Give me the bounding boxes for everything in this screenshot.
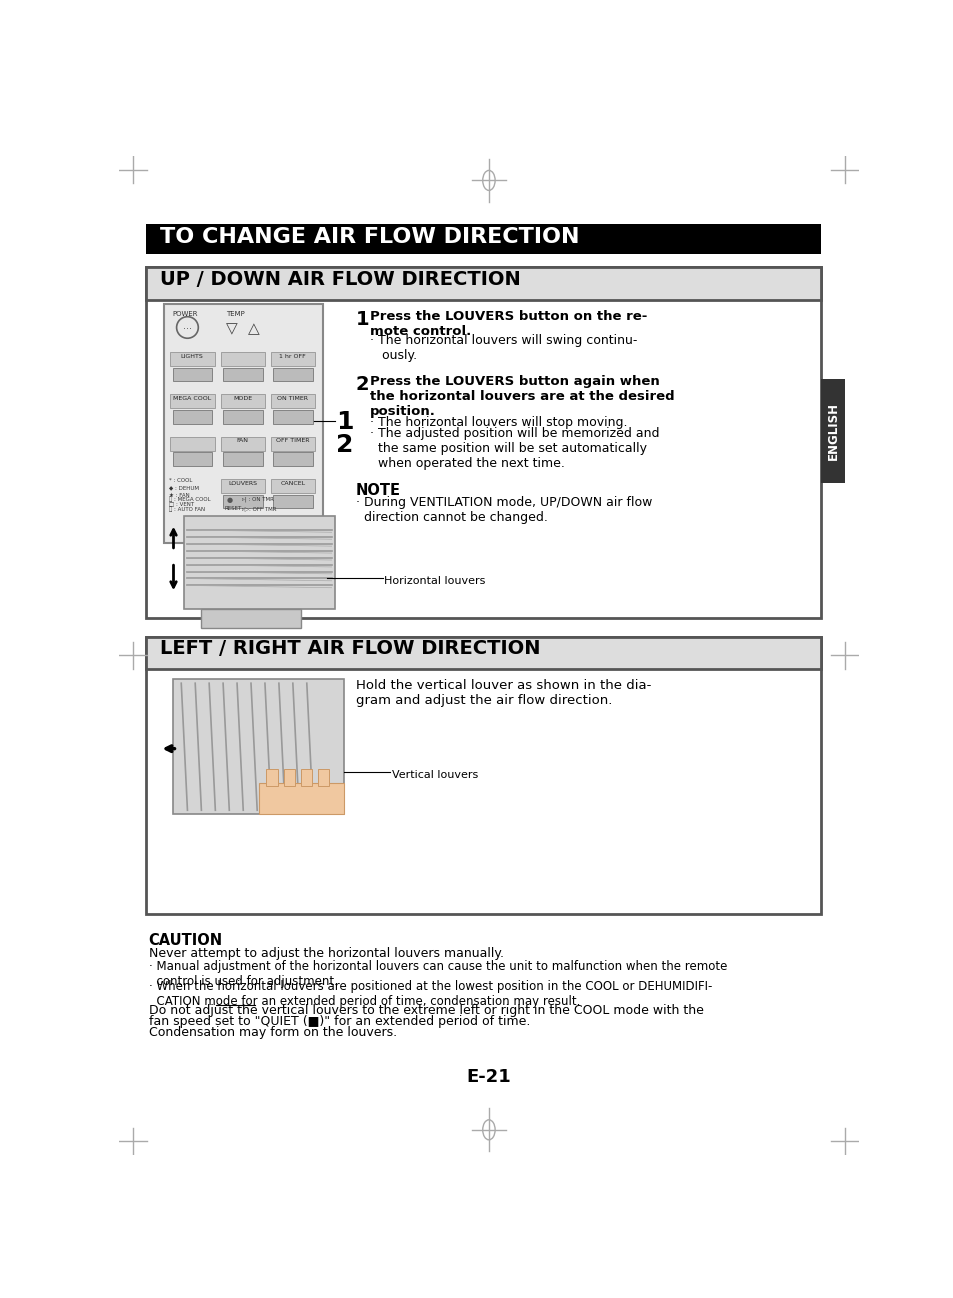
Bar	[146, 267, 820, 300]
Text: · Manual adjustment of the horizontal louvers can cause the unit to malfunction : · Manual adjustment of the horizontal lo…	[149, 959, 726, 988]
Bar	[223, 410, 262, 423]
Bar	[220, 437, 265, 450]
Bar	[223, 452, 262, 466]
Text: ●: ●	[226, 497, 233, 502]
Bar	[172, 452, 212, 466]
Text: 1: 1	[355, 310, 369, 328]
Text: ▽: ▽	[226, 322, 237, 336]
Text: Never attempt to adjust the horizontal louvers manually.: Never attempt to adjust the horizontal l…	[149, 948, 503, 961]
Text: LEFT / RIGHT AIR FLOW DIRECTION: LEFT / RIGHT AIR FLOW DIRECTION	[159, 640, 539, 658]
Text: MODE: MODE	[233, 396, 252, 401]
Text: □ : VENT: □ : VENT	[169, 501, 193, 506]
Bar	[171, 395, 214, 409]
Bar	[146, 637, 820, 914]
Text: Press the LOUVERS button again when
the horizontal louvers are at the desired
po: Press the LOUVERS button again when the …	[369, 375, 674, 418]
Text: 2: 2	[355, 375, 369, 395]
Text: CAUTION: CAUTION	[149, 933, 223, 949]
Bar	[173, 679, 344, 814]
Bar	[223, 495, 262, 509]
Text: MEGA COOL: MEGA COOL	[172, 396, 211, 401]
Bar	[274, 452, 313, 466]
Text: · The adjusted position will be memorized and
  the same position will be set au: · The adjusted position will be memorize…	[369, 427, 659, 470]
Text: ▹| : ON TMR: ▹| : ON TMR	[241, 497, 274, 502]
Text: ...: ...	[183, 321, 192, 331]
Text: 1: 1	[335, 410, 354, 434]
Text: FAN: FAN	[236, 439, 248, 444]
Text: NOTE: NOTE	[355, 483, 400, 498]
Text: · The horizontal louvers will stop moving.: · The horizontal louvers will stop movin…	[369, 417, 626, 430]
Bar	[220, 352, 265, 366]
Text: ◆ : DEHUM: ◆ : DEHUM	[169, 485, 198, 491]
Text: TO CHANGE AIR FLOW DIRECTION: TO CHANGE AIR FLOW DIRECTION	[159, 227, 578, 247]
Bar	[820, 379, 844, 483]
Text: Vertical louvers: Vertical louvers	[392, 770, 477, 780]
Bar	[146, 267, 820, 618]
Bar	[271, 352, 315, 366]
Bar	[164, 304, 323, 543]
Text: Condensation may form on the louvers.: Condensation may form on the louvers.	[149, 1025, 396, 1038]
Text: OFF TIMER: OFF TIMER	[275, 439, 310, 444]
Bar	[266, 770, 278, 787]
Bar	[183, 517, 335, 609]
Bar	[172, 410, 212, 423]
Bar	[200, 609, 301, 628]
Text: CANCEL: CANCEL	[280, 480, 305, 485]
Bar	[172, 367, 212, 382]
Bar	[271, 437, 315, 450]
Text: ★ : FAN: ★ : FAN	[169, 493, 190, 498]
Bar	[171, 437, 214, 450]
Text: ON TIMER: ON TIMER	[277, 396, 308, 401]
Text: Do not adjust the vertical louvers to the extreme left or right in the COOL mode: Do not adjust the vertical louvers to th…	[149, 1005, 703, 1018]
Text: fan speed set to "QUIET (■)" for an extended period of time.: fan speed set to "QUIET (■)" for an exte…	[149, 1015, 530, 1028]
Bar	[220, 479, 265, 493]
Bar	[271, 395, 315, 409]
Bar	[271, 479, 315, 493]
Bar	[300, 770, 312, 787]
Bar	[223, 367, 262, 382]
Text: ENGLISH: ENGLISH	[825, 401, 839, 459]
Bar	[220, 395, 265, 409]
Text: Hold the vertical louver as shown in the dia-
gram and adjust the air flow direc: Hold the vertical louver as shown in the…	[355, 679, 650, 707]
Bar	[274, 410, 313, 423]
Text: Ⓜ : MEGA COOL: Ⓜ : MEGA COOL	[169, 497, 211, 502]
Text: Ⓡ : AUTO FAN: Ⓡ : AUTO FAN	[169, 506, 205, 511]
Text: · When the horizontal louvers are positioned at the lowest position in the COOL : · When the horizontal louvers are positi…	[149, 980, 711, 1007]
Bar	[258, 783, 344, 814]
Bar	[283, 770, 294, 787]
Text: 1 hr OFF: 1 hr OFF	[279, 353, 306, 358]
Bar	[274, 367, 313, 382]
Bar	[146, 223, 820, 254]
Text: 2: 2	[335, 434, 354, 457]
Bar	[146, 637, 820, 670]
Text: RESET: RESET	[224, 506, 242, 511]
Bar	[274, 495, 313, 509]
Text: * : COOL: * : COOL	[169, 478, 192, 483]
Text: POWER: POWER	[172, 310, 197, 317]
Text: LIGHTS: LIGHTS	[180, 353, 203, 358]
Text: UP / DOWN AIR FLOW DIRECTION: UP / DOWN AIR FLOW DIRECTION	[159, 270, 519, 288]
Text: TEMP: TEMP	[226, 310, 245, 317]
Bar	[317, 770, 329, 787]
Text: E-21: E-21	[466, 1068, 511, 1086]
Bar	[171, 352, 214, 366]
Text: · The horizontal louvers will swing continu-
   ously.: · The horizontal louvers will swing cont…	[369, 335, 637, 362]
Text: △: △	[248, 322, 259, 336]
Text: ▹▷: OFF TMR: ▹▷: OFF TMR	[241, 506, 276, 511]
Text: Horizontal louvers: Horizontal louvers	[384, 576, 485, 587]
Text: · During VENTILATION mode, UP/DOWN air flow
  direction cannot be changed.: · During VENTILATION mode, UP/DOWN air f…	[355, 496, 651, 524]
Text: Press the LOUVERS button on the re-
mote control.: Press the LOUVERS button on the re- mote…	[369, 310, 646, 337]
Text: LOUVERS: LOUVERS	[228, 480, 256, 485]
